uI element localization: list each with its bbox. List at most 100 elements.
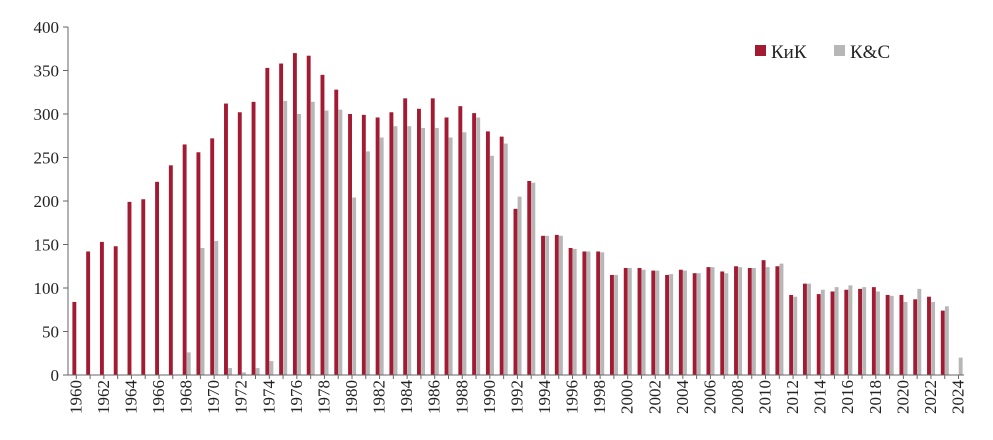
bar-kik-1992 xyxy=(513,208,518,375)
bar-ks-1988 xyxy=(462,132,467,375)
bar-ks-2011 xyxy=(779,263,784,375)
bar-ks-1983 xyxy=(393,126,398,376)
bar-kik-1966 xyxy=(155,181,160,375)
bar-kik-1981 xyxy=(361,114,366,376)
x-tick-label: 1964 xyxy=(121,380,140,415)
x-tick-label: 1980 xyxy=(342,380,361,414)
bar-kik-2015 xyxy=(830,291,835,375)
bar-kik-2020 xyxy=(899,294,904,375)
bar-kik-2004 xyxy=(678,269,683,375)
bar-ks-1984 xyxy=(407,126,412,376)
bar-ks-1998 xyxy=(600,252,605,375)
bar-ks-2006 xyxy=(710,267,715,375)
y-axis-ticks: 0 50 100 150 200 250 300 350 400 xyxy=(34,18,68,385)
bar-ks-2018 xyxy=(876,291,880,375)
bar-kik-1962 xyxy=(99,241,104,375)
bar-ks-2023 xyxy=(944,306,949,375)
bar-kik-1996 xyxy=(568,247,573,375)
bar-ks-1974 xyxy=(269,361,274,375)
legend-label-ks: К&С xyxy=(850,42,890,63)
bar-kik-2003 xyxy=(665,274,670,375)
bar-kik-1968 xyxy=(182,144,187,375)
bar-kik-2014 xyxy=(816,294,821,375)
bar-kik-1973 xyxy=(251,101,256,375)
bar-kik-1960 xyxy=(72,301,77,375)
x-tick-label: 2014 xyxy=(811,380,830,415)
bar-kik-1961 xyxy=(86,251,91,375)
bar-kik-1967 xyxy=(168,165,173,375)
bar-kik-1982 xyxy=(375,117,380,375)
bar-kik-2006 xyxy=(706,267,711,375)
legend-label-kik: КиК xyxy=(771,42,807,63)
bar-kik-1991 xyxy=(499,136,504,375)
bar-ks-2005 xyxy=(696,273,701,375)
y-tick-label: 400 xyxy=(34,18,60,37)
x-tick-label: 1996 xyxy=(563,380,582,414)
bar-ks-2002 xyxy=(655,270,660,375)
bar-kik-1964 xyxy=(127,201,132,375)
bar-kik-1971 xyxy=(224,103,228,375)
bar-ks-1987 xyxy=(448,137,453,375)
x-tick-label: 2008 xyxy=(728,380,747,414)
x-axis-ticks: 1960 1962 1964 1966 1968 1970 1972 1974 1976 1978… xyxy=(66,375,968,415)
bar-ks-2001 xyxy=(641,269,646,375)
x-tick-label: 2022 xyxy=(921,380,940,414)
bar-ks-1992 xyxy=(517,196,522,375)
bar-kik-2018 xyxy=(871,287,876,375)
x-tick-label: 1982 xyxy=(370,380,389,414)
x-tick-label: 1984 xyxy=(397,380,416,415)
bar-kik-2008 xyxy=(734,266,738,375)
bar-kik-1978 xyxy=(320,74,325,375)
bar-kik-1974 xyxy=(265,67,270,375)
bar-ks-1972 xyxy=(241,372,246,375)
x-tick-label: 2002 xyxy=(645,380,664,414)
bar-kik-2000 xyxy=(623,267,628,375)
bar-kik-1976 xyxy=(292,53,297,375)
x-tick-label: 1986 xyxy=(425,380,444,414)
bar-ks-2009 xyxy=(751,267,756,375)
bar-ks-2010 xyxy=(765,267,770,375)
y-tick-label: 0 xyxy=(51,366,60,385)
bar-ks-1982 xyxy=(379,137,384,375)
x-tick-label: 2010 xyxy=(756,380,775,414)
bar-kik-2023 xyxy=(940,310,945,375)
bar-kik-1988 xyxy=(458,106,463,376)
bar-ks-2021 xyxy=(917,288,922,375)
bar-ks-1990 xyxy=(490,155,494,375)
bar-kik-1993 xyxy=(527,180,532,375)
bar-ks-1977 xyxy=(310,101,315,375)
bar-ks-2022 xyxy=(931,301,936,375)
x-tick-label: 2006 xyxy=(700,380,719,414)
bar-ks-2000 xyxy=(627,267,632,375)
bar-ks-2014 xyxy=(820,289,825,375)
x-tick-label: 1992 xyxy=(507,380,526,414)
x-tick-label: 2018 xyxy=(866,380,885,414)
bar-ks-1970 xyxy=(214,241,219,375)
bar-kik-1963 xyxy=(113,246,118,375)
x-tick-label: 1988 xyxy=(452,380,471,414)
bar-ks-1993 xyxy=(531,182,536,375)
bar-kik-2017 xyxy=(858,288,863,375)
bar-kik-1970 xyxy=(210,138,215,375)
bar-ks-2013 xyxy=(807,283,811,375)
bar-ks-2008 xyxy=(738,267,743,375)
y-tick-label: 300 xyxy=(34,105,60,124)
y-tick-label: 350 xyxy=(34,62,60,81)
bar-ks-1976 xyxy=(297,114,301,375)
x-tick-label: 1972 xyxy=(232,380,251,414)
bar-kik-1989 xyxy=(472,113,477,375)
y-tick-label: 250 xyxy=(34,149,60,168)
x-tick-label: 2004 xyxy=(673,380,692,415)
bar-ks-1978 xyxy=(324,110,329,376)
bar-ks-1999 xyxy=(614,274,618,375)
bar-kik-2022 xyxy=(927,296,931,375)
x-tick-label: 2020 xyxy=(893,380,912,414)
bar-ks-1968 xyxy=(186,352,191,375)
bar-kik-1965 xyxy=(141,199,146,375)
bar-kik-1986 xyxy=(430,98,435,375)
bar-kik-1983 xyxy=(389,112,394,375)
bar-ks-2012 xyxy=(793,296,798,375)
bar-ks-1986 xyxy=(434,127,439,375)
bar-ks-1985 xyxy=(421,127,426,375)
